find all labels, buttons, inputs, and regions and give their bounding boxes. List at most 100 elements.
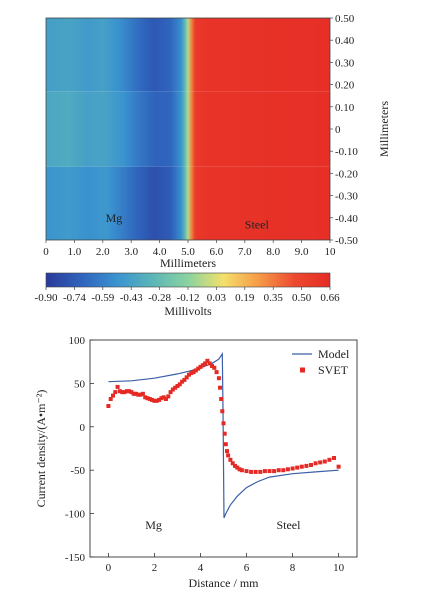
series-svet-point [191, 370, 196, 375]
series-svet-point [322, 459, 327, 464]
series-svet-point [239, 468, 244, 473]
series-svet-point [228, 457, 233, 462]
y-tick-label: 50 [74, 378, 86, 390]
series-svet-point [267, 469, 272, 474]
series-svet-point [210, 364, 214, 368]
series-svet-point [193, 368, 198, 373]
x-tick-label: 6 [244, 562, 250, 574]
current-density-chart: 0 2 4 6 8 10 100 50 0 -50 -100 -150 Mg Steel Dista… [34, 335, 358, 590]
colorbar-tick-label: 0.03 [207, 292, 227, 304]
series-svet-point [272, 469, 277, 474]
series-svet-point [198, 364, 203, 369]
series-layer [106, 351, 341, 519]
series-svet-point [200, 363, 205, 368]
map-x-tick-label: 9.0 [295, 246, 309, 258]
plot-frame [89, 339, 358, 558]
series-svet-point [175, 384, 180, 388]
colorbar-tick-label: 0.66 [320, 292, 340, 304]
series-svet-point [196, 366, 201, 371]
series-svet-point [212, 365, 217, 370]
series-svet-point [262, 469, 267, 474]
y-tick-label: 100 [69, 335, 86, 347]
series-svet-point [249, 469, 254, 474]
x-tick-label: 8 [290, 562, 296, 574]
series-svet-point [161, 395, 166, 400]
series-svet-point [290, 466, 295, 471]
series-svet-point [117, 389, 122, 394]
colorbar-tick-label: 0.19 [235, 292, 255, 304]
series-svet-point [189, 371, 194, 375]
map-y-tick-label: 0.30 [335, 57, 355, 69]
series-svet-point [150, 397, 155, 402]
series-svet-point [157, 397, 162, 402]
x-axis-ticks: 0 2 4 6 8 10 [106, 553, 345, 574]
series-svet-point [216, 376, 221, 381]
series-svet-point [134, 391, 138, 396]
series-svet-point [281, 468, 286, 473]
series-svet-point [258, 469, 263, 474]
series-svet-point [253, 469, 258, 474]
series-svet-point [145, 396, 150, 401]
series-svet-point [131, 391, 136, 396]
map-x-axis-label: Millimeters [160, 256, 216, 270]
map-y-tick-label: 0.10 [335, 102, 355, 114]
colorbar-tick-label: -0.90 [35, 292, 58, 304]
series-svet-point [168, 390, 173, 395]
series-svet-point [187, 372, 191, 377]
series-svet-point [184, 375, 189, 380]
series-svet-point [332, 456, 336, 460]
map-x-tick-label: 5.0 [181, 246, 195, 258]
series-svet-point [235, 465, 240, 470]
map-x-tick-label: 10 [325, 246, 337, 258]
map-x-tick-label: 3.0 [124, 246, 138, 258]
series-svet-point [309, 463, 313, 467]
colorbar-tick-label: 0.35 [264, 292, 284, 304]
map-x-tick-label: 6.0 [210, 246, 224, 258]
map-y-tick-label: 0.50 [335, 13, 355, 25]
y-tick-label: -100 [65, 509, 86, 521]
series-svet-point [233, 463, 237, 468]
series-svet-point [207, 361, 212, 366]
series-svet-point [304, 463, 309, 468]
colorbar-ticks: -0.90 -0.74 -0.59 -0.43 -0.28 -0.12 0.03 0.19 0.… [35, 287, 340, 304]
series-svet-point [220, 409, 225, 414]
series-svet-point [164, 397, 168, 401]
series-svet-point [244, 469, 249, 474]
series-svet-point [143, 395, 148, 400]
series-svet-point [180, 379, 185, 384]
map-y-ticks: 0.50 0.40 0.30 0.20 0.10 0 -0.10 -0.20 -0.30 -0.4… [330, 13, 358, 247]
series-svet-point [122, 390, 127, 395]
legend-entry-label: SVET [318, 363, 349, 377]
x-tick-label: 0 [106, 562, 112, 574]
map-row [46, 91, 330, 167]
colorbar-tick-label: -0.43 [120, 292, 143, 304]
map-y-tick-label: 0.40 [335, 35, 355, 47]
map-region-label-steel: Steel [245, 217, 270, 231]
series-svet-point [154, 398, 159, 403]
series-svet-point [129, 390, 134, 395]
y-axis-label: Current density/(A•m⁻²) [34, 390, 48, 508]
map-x-tick-label: 7.0 [238, 246, 252, 258]
series-svet-point [225, 449, 229, 454]
series-svet-point [299, 464, 304, 469]
series-svet-point [170, 387, 175, 392]
colorbar-tick-label: 0.50 [292, 292, 312, 304]
map-y-tick-label: -0.50 [335, 235, 358, 247]
map-y-tick-label: 0 [335, 124, 341, 136]
series-svet-point [138, 392, 143, 397]
colorbar-tick-label: -0.74 [63, 292, 86, 304]
map-rows [46, 18, 330, 240]
y-axis-ticks: 100 50 0 -50 -100 -150 [65, 335, 94, 564]
colorbar-tick-label: -0.12 [177, 292, 200, 304]
series-svet-point [285, 467, 290, 472]
series-svet-point [222, 431, 227, 436]
map-x-ticks: 0 1.0 2.0 3.0 4.0 5.0 6.0 7.0 8.0 9.0 10 [43, 240, 336, 258]
series-svet-point [140, 391, 145, 396]
x-tick-label: 10 [333, 562, 345, 574]
series-svet-point [336, 464, 341, 469]
map-row [46, 18, 330, 92]
y-tick-label: -50 [70, 465, 85, 477]
map-x-tick-label: 0 [43, 246, 49, 258]
series-svet-point [106, 404, 111, 408]
